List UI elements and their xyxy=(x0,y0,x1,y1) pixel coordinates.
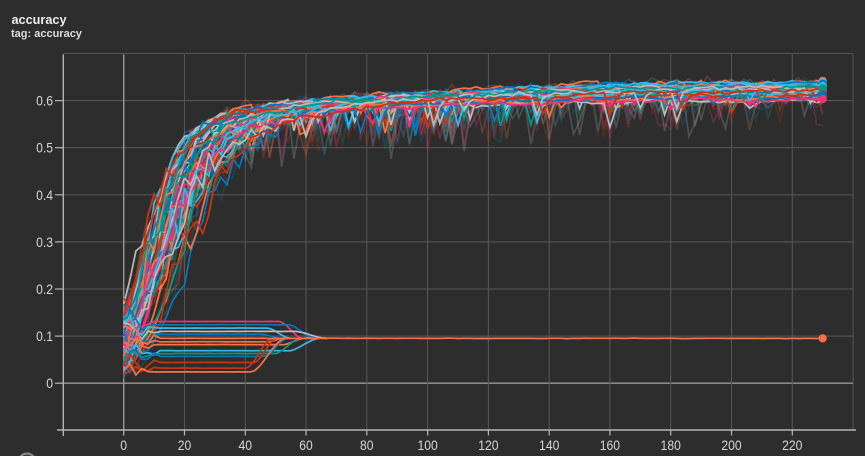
svg-text:0: 0 xyxy=(120,437,127,453)
svg-text:200: 200 xyxy=(721,437,741,453)
svg-text:0: 0 xyxy=(46,375,53,391)
svg-text:40: 40 xyxy=(239,437,253,453)
svg-text:160: 160 xyxy=(600,437,620,453)
svg-text:120: 120 xyxy=(478,437,498,453)
svg-text:0.6: 0.6 xyxy=(36,93,53,109)
svg-text:80: 80 xyxy=(360,437,374,453)
svg-text:0.4: 0.4 xyxy=(36,187,53,203)
svg-text:140: 140 xyxy=(539,437,559,453)
svg-text:100: 100 xyxy=(417,437,437,453)
svg-text:0.2: 0.2 xyxy=(36,281,53,297)
svg-text:0.3: 0.3 xyxy=(36,234,53,250)
svg-text:180: 180 xyxy=(661,437,681,453)
svg-text:0.5: 0.5 xyxy=(36,140,53,156)
svg-text:0.1: 0.1 xyxy=(36,328,53,344)
svg-text:60: 60 xyxy=(299,437,313,453)
svg-text:20: 20 xyxy=(178,437,192,453)
svg-text:220: 220 xyxy=(782,437,802,453)
